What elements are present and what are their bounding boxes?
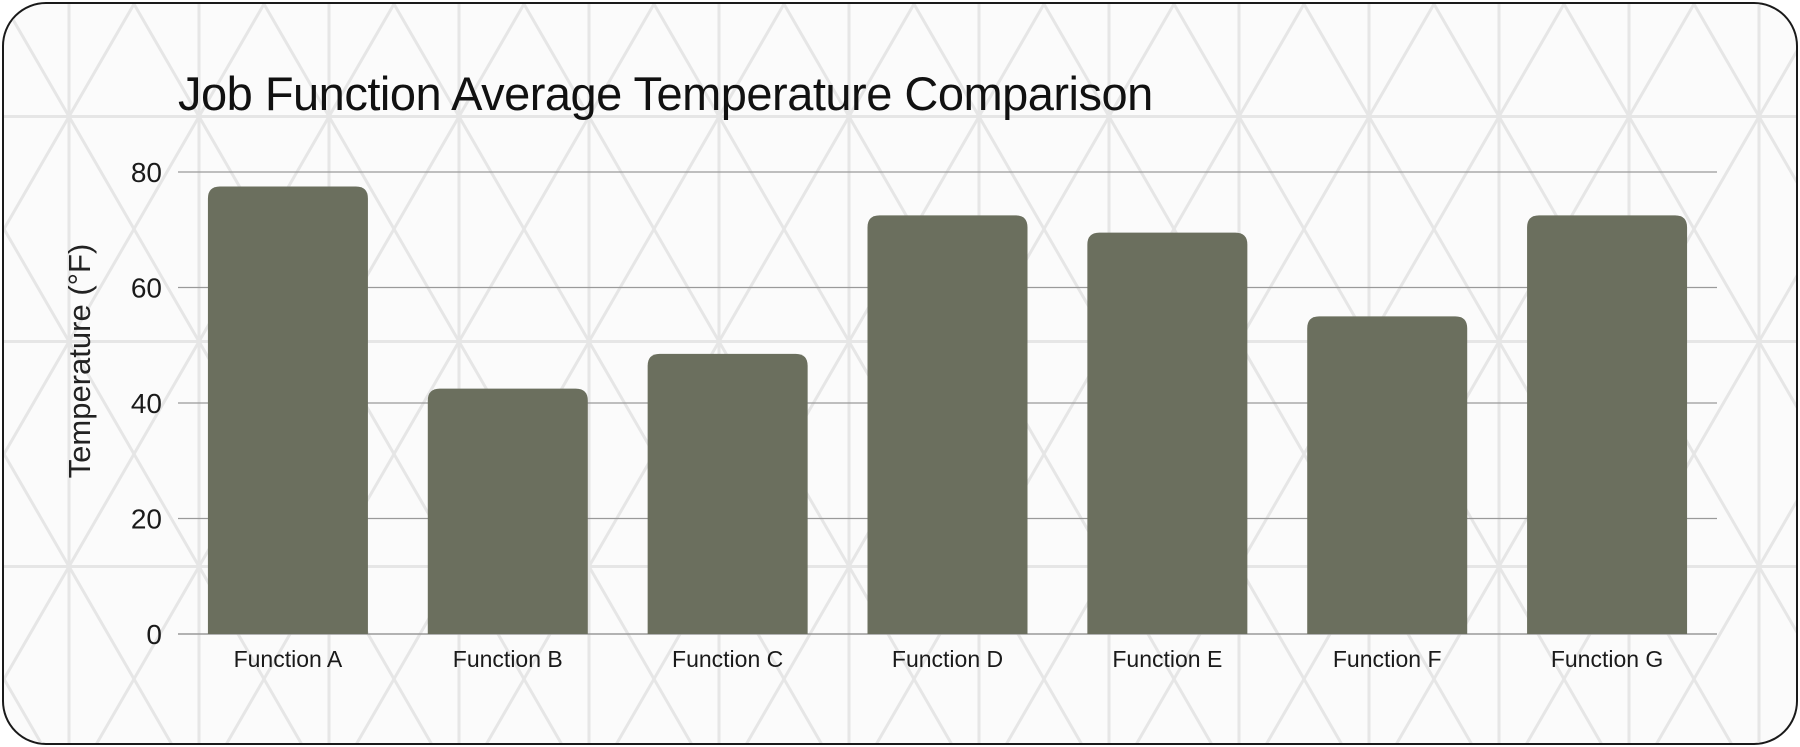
- bar: [867, 215, 1028, 634]
- x-tick-label: Function B: [453, 646, 563, 672]
- x-tick-label: Function D: [892, 646, 1003, 672]
- x-tick-label: Function E: [1112, 646, 1222, 672]
- bar: [427, 388, 588, 634]
- y-tick-label: 20: [131, 504, 162, 535]
- y-tick-label: 80: [131, 157, 162, 188]
- y-tick-label: 0: [146, 619, 162, 650]
- x-tick-label: Function C: [672, 646, 783, 672]
- bar: [1527, 215, 1688, 634]
- bar: [207, 186, 368, 634]
- bar-chart: 0 20 40 60 80 Function A Function B Function C F…: [131, 157, 1717, 672]
- bar: [647, 353, 808, 634]
- x-tick-label: Function G: [1551, 646, 1664, 672]
- y-tick-label: 60: [131, 273, 162, 304]
- y-tick-label: 40: [131, 388, 162, 419]
- bar: [1087, 232, 1248, 634]
- x-tick-label: Function F: [1333, 646, 1442, 672]
- x-tick-label: Function A: [234, 646, 343, 672]
- bar: [1307, 316, 1468, 634]
- chart-title: Job Function Average Temperature Compari…: [178, 67, 1153, 120]
